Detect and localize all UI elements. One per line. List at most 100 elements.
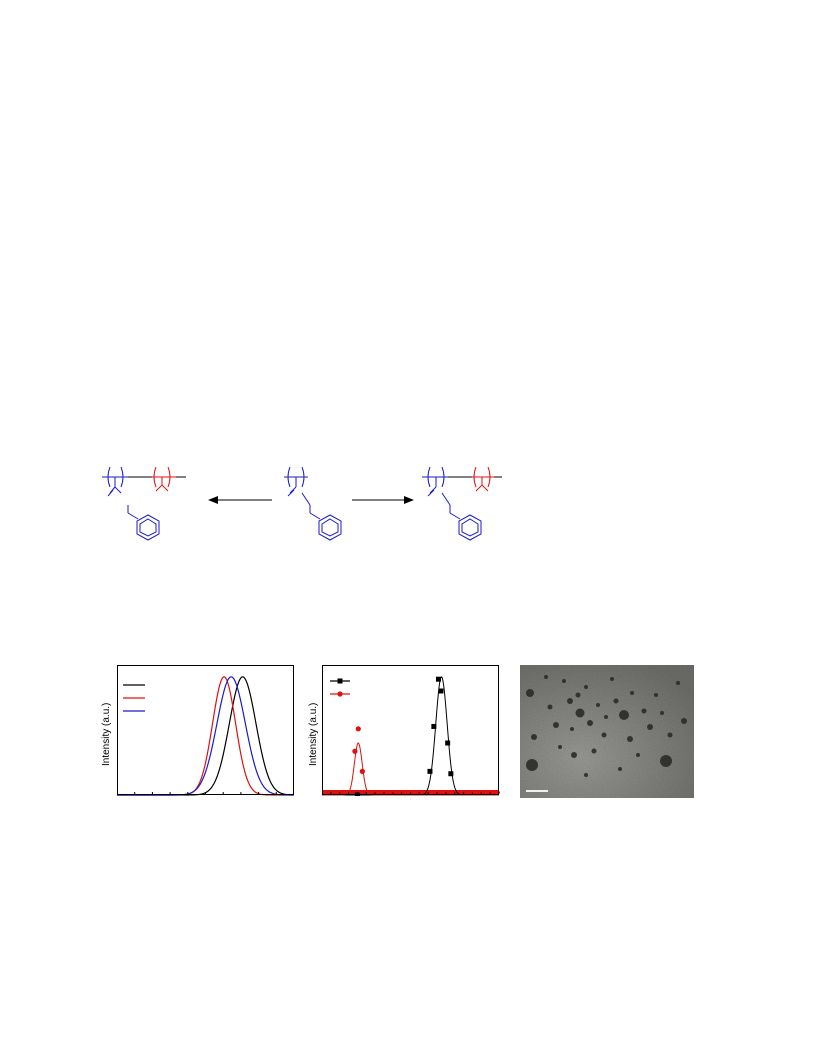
dls-baseline-point	[460, 790, 464, 795]
tem-particle	[619, 710, 629, 720]
gpc-series-line-0	[117, 676, 295, 796]
dls-baseline-point	[394, 790, 398, 795]
dls-baseline-point	[397, 790, 401, 795]
dls-baseline-point	[451, 790, 455, 795]
reaction-scheme	[102, 466, 502, 541]
dls-legend-marker-square	[337, 678, 343, 684]
tem-particle	[604, 715, 608, 719]
dls-fit-line-0	[322, 676, 499, 796]
dls-baseline-point	[472, 790, 476, 795]
dls-fit-line-1	[322, 742, 499, 796]
gpc-chart	[117, 665, 295, 796]
scale-bar	[526, 790, 548, 792]
tem-particle	[627, 736, 633, 742]
right-copolymer-structure	[422, 466, 502, 541]
tem-particle	[630, 691, 634, 695]
tem-particle	[526, 689, 534, 697]
dls-point-circle	[359, 768, 365, 774]
tem-particle	[647, 724, 653, 730]
tem-particle	[610, 677, 614, 681]
tem-particle	[641, 708, 647, 714]
dls-baseline-point	[379, 790, 383, 795]
tem-particle	[676, 681, 680, 685]
gpc-y-axis-label: Intensity (a.u.)	[101, 702, 112, 766]
dls-baseline-point	[331, 790, 335, 795]
gpc-series-line-2	[117, 676, 294, 796]
tem-particle	[660, 755, 672, 767]
tem-particle	[591, 748, 597, 754]
tem-particle	[654, 693, 658, 697]
dls-baseline-point	[430, 790, 434, 795]
dls-baseline-point	[334, 790, 338, 795]
dls-baseline-point	[412, 790, 416, 795]
dls-baseline-point	[415, 790, 419, 795]
tem-particle	[575, 708, 585, 718]
dls-baseline-point	[442, 790, 446, 795]
dls-baseline-point	[370, 790, 374, 795]
dls-baseline-point	[478, 790, 482, 795]
dls-baseline-point	[325, 790, 329, 795]
left-copolymer-structure	[102, 466, 186, 541]
arrow-left-icon	[208, 496, 272, 504]
dls-baseline-point	[340, 790, 344, 795]
dls-point-square	[427, 768, 433, 774]
dls-chart	[322, 665, 500, 796]
dls-baseline-point	[421, 790, 425, 795]
dls-baseline-point	[376, 790, 380, 795]
dls-baseline-point	[469, 790, 473, 795]
arrow-right-icon	[352, 496, 414, 504]
dls-baseline-point	[463, 790, 467, 795]
tem-particle	[571, 752, 577, 758]
tem-particle	[553, 722, 559, 728]
dls-legend-marker-circle	[337, 691, 343, 697]
tem-particle	[570, 727, 574, 731]
dls-baseline-point	[448, 790, 452, 795]
dls-baseline-point	[352, 790, 356, 795]
dls-baseline-point	[388, 790, 392, 795]
tem-particle	[601, 732, 607, 738]
tem-particle	[575, 692, 581, 698]
tem-particle	[667, 732, 673, 738]
dls-point-square	[431, 723, 437, 729]
tem-particle	[526, 759, 538, 771]
dls-y-axis-label: Intensity (a.u.)	[308, 702, 319, 766]
dls-baseline-point	[406, 790, 410, 795]
tem-particle	[567, 698, 573, 704]
tem-micrograph	[520, 665, 694, 798]
tem-particle	[613, 698, 619, 704]
dls-point-circle	[355, 726, 361, 732]
dls-baseline-point	[361, 790, 365, 795]
tem-particle	[636, 753, 640, 757]
tem-particle	[596, 703, 600, 707]
dls-baseline-point	[343, 790, 347, 795]
dls-baseline-point	[490, 790, 494, 795]
tem-particle	[584, 685, 588, 689]
dls-baseline-point	[484, 790, 488, 795]
tem-particle	[544, 675, 548, 679]
dls-baseline-point	[481, 790, 485, 795]
dls-baseline-point	[349, 790, 353, 795]
dls-baseline-point	[439, 790, 443, 795]
center-homopolymer-structure	[284, 466, 342, 541]
tem-particle	[558, 745, 562, 749]
dls-point-square	[435, 676, 441, 682]
dls-baseline-point	[499, 791, 500, 794]
gpc-series-line-1	[117, 676, 294, 796]
dls-baseline-point	[475, 790, 479, 795]
dls-baseline-point	[433, 790, 437, 795]
dls-baseline-point	[322, 790, 326, 795]
dls-baseline-point	[493, 790, 497, 795]
tem-particle	[562, 679, 566, 683]
tem-particle	[547, 704, 553, 710]
tem-particle	[587, 720, 593, 726]
dls-baseline-point	[466, 790, 470, 795]
dls-point-square	[438, 688, 444, 694]
dls-point-square	[445, 740, 451, 746]
tem-particle	[584, 773, 588, 777]
dls-baseline-point	[385, 790, 389, 795]
tem-particle	[618, 767, 622, 771]
dls-point-square	[448, 771, 454, 777]
tem-particle	[660, 711, 664, 715]
dls-baseline-point	[403, 790, 407, 795]
tem-particle	[531, 734, 537, 740]
